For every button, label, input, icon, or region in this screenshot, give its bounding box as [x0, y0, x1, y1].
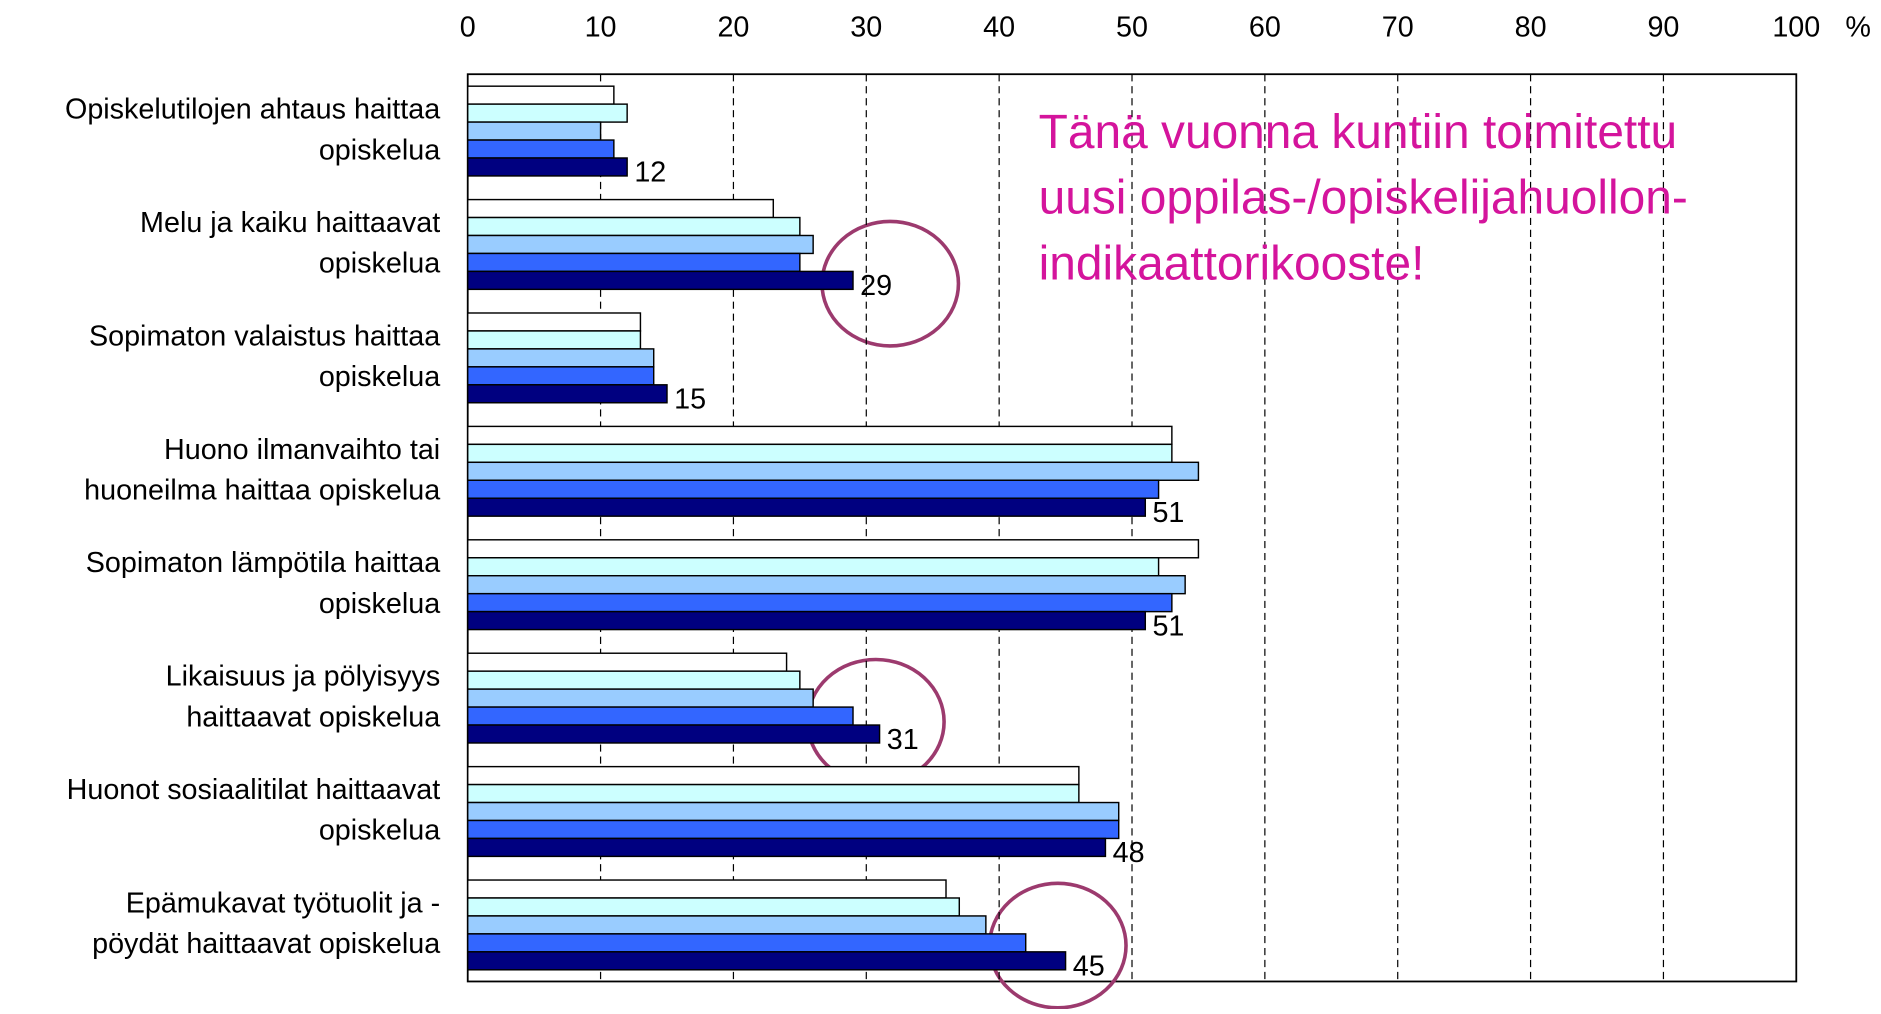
y-tick-label: Huonot sosiaalitilat haittaavat opiskelua — [67, 774, 441, 847]
bar — [467, 539, 1200, 559]
annotation: uusi oppilas-/opiskelijahuollon- — [1039, 172, 1688, 225]
bar — [467, 897, 961, 917]
bar — [467, 497, 1147, 517]
bar — [467, 425, 1173, 446]
bar — [467, 652, 788, 672]
bar — [467, 574, 1186, 595]
bar — [467, 461, 1200, 481]
bar — [467, 85, 615, 105]
x-tick-label: 20 — [717, 11, 749, 43]
bar — [467, 933, 1027, 953]
bar — [467, 610, 1147, 631]
bar — [467, 312, 642, 332]
bar — [467, 819, 1120, 840]
x-tick-label: 30 — [850, 11, 882, 43]
bar — [467, 915, 987, 935]
data-label: 51 — [1152, 610, 1184, 642]
bar — [467, 234, 814, 255]
y-tick-label: Huono ilmanvaihto tai huoneilma haittaa o… — [84, 433, 440, 506]
data-label: 31 — [887, 724, 919, 756]
bar — [467, 706, 854, 726]
y-tick-label: Opiskelutilojen ahtaus haittaa opiskelua — [65, 93, 440, 166]
y-tick-label: Melu ja kaiku haittaavat opiskelua — [140, 207, 440, 280]
x-tick-label: 10 — [585, 11, 617, 43]
bar — [467, 198, 775, 219]
x-tick-label: 50 — [1116, 11, 1148, 43]
data-label: 15 — [674, 384, 706, 416]
bar — [467, 252, 801, 273]
bar — [467, 139, 615, 159]
bar — [467, 783, 1080, 804]
bar — [467, 157, 628, 177]
bar — [467, 330, 642, 350]
data-label: 12 — [634, 157, 666, 189]
bar — [467, 801, 1120, 822]
x-tick-label: 0 — [460, 11, 476, 43]
bar — [467, 348, 655, 368]
bar — [467, 216, 801, 237]
bar — [467, 765, 1080, 786]
bar — [467, 688, 814, 708]
y-tick-label: Likaisuus ja pölyisyys haittaavat opiskel… — [166, 660, 441, 733]
data-label: 51 — [1152, 497, 1184, 529]
bar — [467, 724, 881, 744]
x-axis-label: % — [1845, 11, 1871, 43]
bar — [467, 270, 854, 291]
bar — [467, 592, 1173, 613]
bar — [467, 384, 668, 404]
data-label: 48 — [1113, 837, 1145, 869]
bar — [467, 951, 1067, 971]
bar — [467, 879, 947, 899]
bar — [467, 670, 801, 690]
bar — [467, 479, 1160, 499]
x-tick-label: 90 — [1647, 11, 1679, 43]
data-label: 45 — [1073, 951, 1105, 983]
x-tick-label: 60 — [1249, 11, 1281, 43]
annotation: indikaattorikooste! — [1039, 238, 1425, 291]
bar — [467, 121, 602, 141]
annotation: Tänä vuonna kuntiin toimitettu — [1039, 106, 1678, 159]
bar — [467, 443, 1173, 464]
bar — [467, 557, 1160, 577]
x-tick-label: 80 — [1515, 11, 1547, 43]
bar — [467, 103, 628, 123]
bar — [467, 837, 1107, 858]
y-tick-label: Epämukavat työtuolit ja -pöydät haittaav… — [92, 887, 440, 960]
data-label: 29 — [860, 270, 892, 302]
x-tick-label: 40 — [983, 11, 1015, 43]
y-tick-label: Sopimaton lämpötila haittaa opiskelua — [86, 547, 440, 620]
x-tick-label: 100 — [1772, 11, 1820, 43]
bar — [467, 366, 655, 386]
x-tick-label: 70 — [1382, 11, 1414, 43]
y-tick-label: Sopimaton valaistus haittaa opiskelua — [89, 320, 440, 393]
